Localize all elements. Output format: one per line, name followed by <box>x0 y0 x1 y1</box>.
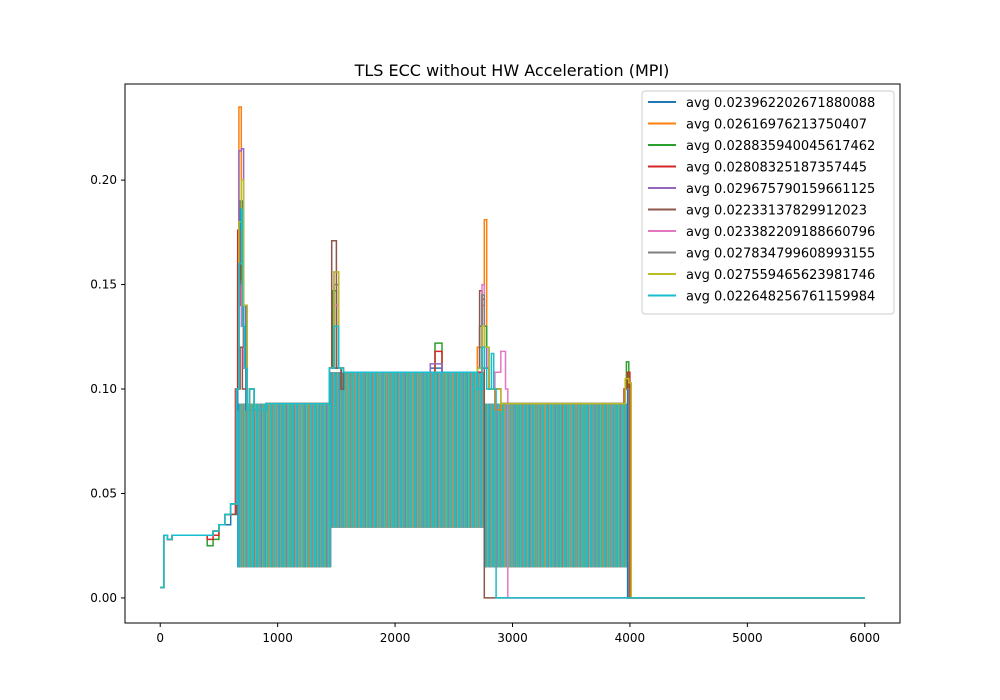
series-line-10 <box>160 208 865 599</box>
x-tick-label: 2000 <box>380 631 411 645</box>
legend-entry: avg 0.02616976213750407 <box>686 118 867 133</box>
legend-entry: avg 0.022648256761159984 <box>686 290 875 305</box>
legend-entry: avg 0.023382209188660796 <box>686 225 875 240</box>
x-tick-label: 0 <box>156 631 164 645</box>
y-tick-label: 0.00 <box>90 591 117 605</box>
legend-entry: avg 0.027834799608993155 <box>686 247 875 262</box>
x-tick-label: 1000 <box>262 631 293 645</box>
x-tick-label: 5000 <box>732 631 763 645</box>
plot-area <box>160 106 865 599</box>
chart-title: TLS ECC without HW Acceleration (MPI) <box>354 61 670 80</box>
legend: avg 0.023962202671880088 avg 0.0261697621… <box>641 90 895 315</box>
legend-entry: avg 0.029675790159661125 <box>686 182 875 197</box>
x-tick-label: 6000 <box>849 631 880 645</box>
x-axis-ticks: 0 1000 2000 3000 4000 5000 6000 <box>156 623 880 645</box>
y-tick-label: 0.15 <box>90 278 117 292</box>
legend-entry: avg 0.028835940045617462 <box>686 139 875 154</box>
y-axis-ticks: 0.00 0.05 0.10 0.15 0.20 <box>90 173 125 605</box>
y-tick-label: 0.20 <box>90 173 117 187</box>
legend-entry: avg 0.02233137829912023 <box>686 204 867 219</box>
y-tick-label: 0.10 <box>90 382 117 396</box>
x-tick-label: 4000 <box>615 631 646 645</box>
legend-box <box>641 90 895 315</box>
legend-entry: avg 0.023962202671880088 <box>686 96 875 111</box>
x-tick-label: 3000 <box>497 631 528 645</box>
legend-entry: avg 0.027559465623981746 <box>686 268 875 283</box>
legend-entry: avg 0.02808325187357445 <box>686 161 867 176</box>
y-tick-label: 0.05 <box>90 486 117 500</box>
